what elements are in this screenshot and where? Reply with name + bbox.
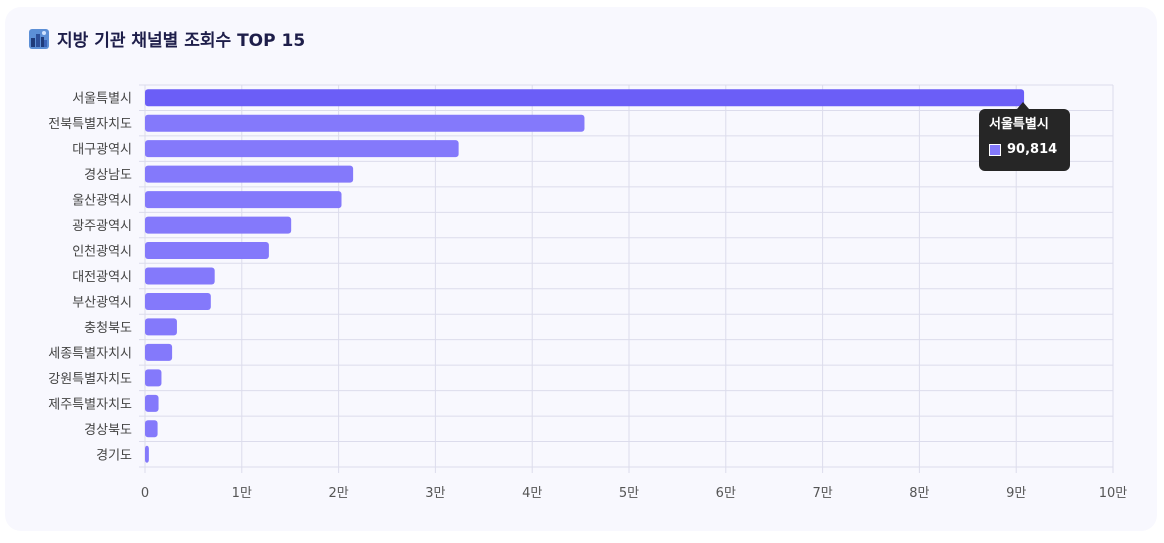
bar bbox=[145, 394, 159, 412]
tooltip-swatch bbox=[989, 143, 1001, 156]
x-tick-label: 5만 bbox=[619, 486, 639, 501]
x-tick-label: 7만 bbox=[812, 486, 832, 501]
bar bbox=[145, 292, 211, 310]
y-category-label: 대구광역시 bbox=[72, 143, 132, 158]
x-tick-label: 10만 bbox=[1099, 486, 1128, 501]
y-category-label: 경기도 bbox=[96, 448, 132, 463]
bar bbox=[145, 318, 177, 336]
x-tick-label: 6만 bbox=[716, 486, 736, 501]
y-category-label: 울산광역시 bbox=[72, 194, 132, 209]
chart-header: 지방 기관 채널별 조회수 TOP 15 bbox=[29, 26, 305, 51]
bar bbox=[145, 267, 215, 285]
bar bbox=[145, 420, 158, 438]
y-category-label: 강원특별자치도 bbox=[48, 372, 132, 387]
y-category-label: 경상북도 bbox=[84, 423, 132, 438]
x-tick-label: 4만 bbox=[522, 486, 542, 501]
bar bbox=[145, 140, 459, 158]
city-skyline-icon bbox=[29, 28, 49, 49]
tooltip-caret bbox=[1017, 102, 1029, 109]
bar bbox=[145, 191, 342, 209]
y-category-label: 충청북도 bbox=[84, 321, 132, 336]
y-category-label: 광주광역시 bbox=[72, 219, 132, 234]
bar bbox=[145, 89, 1025, 107]
tooltip-value: 90,814 bbox=[1007, 142, 1058, 157]
bar bbox=[145, 242, 269, 260]
x-tick-label: 9만 bbox=[1006, 486, 1026, 501]
bar bbox=[145, 343, 173, 361]
y-category-label: 대전광역시 bbox=[72, 270, 132, 285]
tooltip-row: 90,814 bbox=[989, 142, 1060, 157]
x-tick-label: 0 bbox=[141, 486, 149, 501]
chart-tooltip: 서울특별시 90,814 bbox=[979, 109, 1070, 171]
y-category-label: 경상남도 bbox=[84, 168, 132, 183]
chart-title: 지방 기관 채널별 조회수 TOP 15 bbox=[57, 31, 306, 51]
bar bbox=[145, 369, 162, 387]
x-tick-label: 3만 bbox=[425, 486, 445, 501]
x-tick-label: 2만 bbox=[328, 486, 348, 501]
bar bbox=[145, 445, 149, 463]
y-category-label: 서울특별시 bbox=[72, 92, 132, 107]
bar bbox=[145, 216, 292, 234]
bar bbox=[145, 114, 585, 132]
y-category-label: 부산광역시 bbox=[72, 295, 132, 310]
y-category-label: 인천광역시 bbox=[72, 245, 132, 260]
bar bbox=[145, 165, 354, 183]
y-category-label: 전북특별자치도 bbox=[48, 117, 132, 132]
y-category-label: 세종특별자치시 bbox=[48, 346, 132, 361]
x-tick-label: 1만 bbox=[232, 486, 252, 501]
x-tick-label: 8만 bbox=[909, 486, 929, 501]
y-category-label: 제주특별자치도 bbox=[48, 397, 132, 412]
tooltip-title: 서울특별시 bbox=[989, 117, 1049, 132]
